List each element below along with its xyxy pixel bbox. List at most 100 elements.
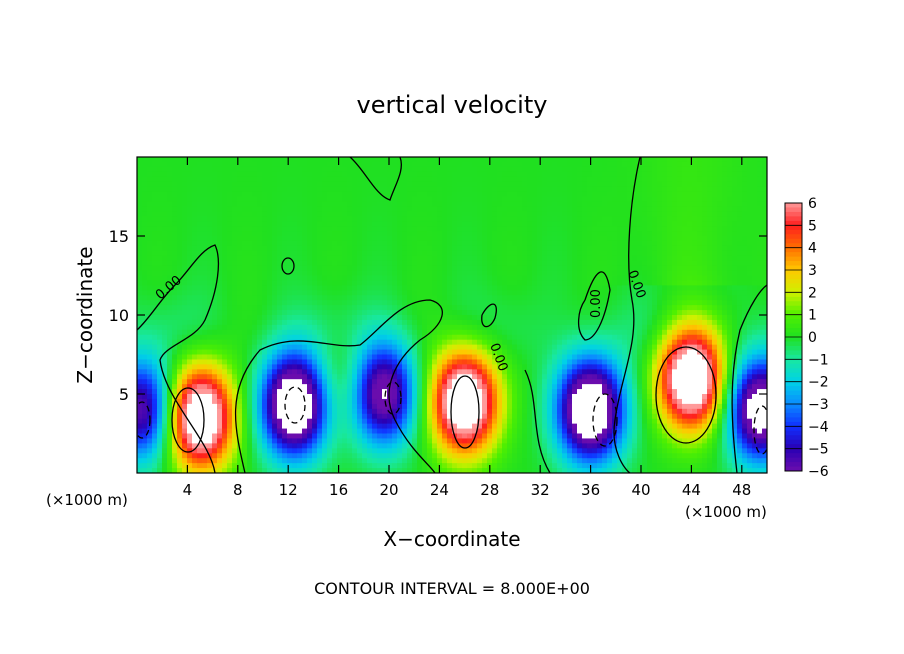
heatmap-cell [252, 300, 258, 306]
heatmap-cell [147, 240, 153, 247]
heatmap-cell [227, 157, 233, 163]
heatmap-cell [447, 394, 453, 400]
heatmap-cell [152, 369, 158, 375]
heatmap-cell [417, 186, 423, 193]
heatmap-cell [507, 260, 513, 267]
heatmap-cell [522, 344, 528, 351]
heatmap-cell [402, 270, 408, 277]
heatmap-cell [207, 280, 213, 286]
heatmap-cell [247, 349, 253, 356]
heatmap-cell [332, 423, 338, 430]
heatmap-cell [282, 221, 288, 227]
heatmap-cell [212, 319, 218, 326]
heatmap-cell [157, 403, 163, 410]
heatmap-cell [297, 265, 303, 272]
heatmap-cell [422, 339, 428, 346]
heatmap-cell [482, 176, 488, 183]
heatmap-cell [382, 349, 388, 356]
heatmap-cell [167, 403, 173, 410]
heatmap-cell [262, 428, 268, 435]
heatmap-cell [427, 453, 433, 459]
heatmap-cell [372, 250, 378, 257]
heatmap-cell [457, 374, 463, 380]
heatmap-cell [472, 216, 478, 222]
heatmap-cell [322, 398, 328, 405]
heatmap-cell [497, 408, 503, 415]
heatmap-cell [332, 176, 338, 183]
heatmap-cell [362, 196, 368, 203]
heatmap-cell [192, 280, 198, 286]
heatmap-cell [287, 398, 293, 405]
heatmap-cell [257, 236, 263, 242]
heatmap-cell [357, 324, 363, 331]
heatmap-cell [452, 201, 458, 207]
heatmap-cell [517, 324, 523, 331]
heatmap-cell [522, 196, 528, 203]
heatmap-cell [322, 236, 328, 242]
heatmap-cell [417, 221, 423, 227]
heatmap-cell [467, 339, 473, 346]
heatmap-cell [442, 329, 448, 336]
heatmap-cell [382, 334, 388, 341]
heatmap-cell [282, 413, 288, 420]
heatmap-cell [522, 334, 528, 341]
heatmap-cell [332, 359, 338, 365]
heatmap-cell [147, 463, 153, 469]
heatmap-cell [462, 403, 468, 410]
heatmap-cell [147, 250, 153, 257]
heatmap-cell [162, 389, 168, 395]
heatmap-cell [357, 458, 363, 464]
heatmap-cell [277, 161, 283, 168]
heatmap-cell [307, 161, 313, 168]
heatmap-cell [277, 295, 283, 301]
heatmap-cell [427, 186, 433, 193]
heatmap-cell [467, 236, 473, 242]
heatmap-cell [252, 231, 258, 237]
heatmap-cell [342, 206, 348, 212]
heatmap-cell [392, 413, 398, 420]
heatmap-cell [317, 448, 323, 454]
heatmap-cell [172, 389, 178, 395]
heatmap-cell [302, 216, 308, 222]
heatmap-cell [392, 394, 398, 400]
heatmap-cell [162, 310, 168, 316]
heatmap-cell [282, 423, 288, 430]
heatmap-cell [137, 433, 143, 440]
heatmap-cell [507, 364, 513, 370]
heatmap-cell [432, 453, 438, 459]
heatmap-cell [242, 329, 248, 336]
heatmap-cell [332, 379, 338, 385]
heatmap-cell [362, 270, 368, 277]
heatmap-cell [342, 171, 348, 178]
heatmap-cell [387, 438, 393, 444]
heatmap-cell [187, 364, 193, 370]
heatmap-cell [212, 418, 218, 425]
heatmap-cell [467, 359, 473, 365]
heatmap-cell [222, 231, 228, 237]
heatmap-cell [397, 349, 403, 356]
heatmap-cell [262, 300, 268, 306]
heatmap-cell [252, 374, 258, 380]
heatmap-cell [137, 339, 143, 346]
heatmap-cell [157, 255, 163, 262]
heatmap-cell [452, 339, 458, 346]
heatmap-cell [307, 186, 313, 193]
heatmap-cell [427, 280, 433, 286]
heatmap-cell [467, 157, 473, 163]
heatmap-cell [517, 379, 523, 385]
heatmap-cell [337, 423, 343, 430]
heatmap-cell [327, 423, 333, 430]
heatmap-cell [152, 255, 158, 262]
heatmap-cell [197, 265, 203, 272]
heatmap-cell [302, 201, 308, 207]
heatmap-cell [157, 166, 163, 173]
heatmap-cell [237, 285, 243, 291]
heatmap-cell [467, 364, 473, 370]
heatmap-cell [297, 196, 303, 203]
heatmap-cell [382, 285, 388, 291]
heatmap-cell [342, 240, 348, 247]
heatmap-cell [182, 418, 188, 425]
heatmap-cell [317, 300, 323, 306]
heatmap-cell [317, 201, 323, 207]
heatmap-cell [482, 413, 488, 420]
